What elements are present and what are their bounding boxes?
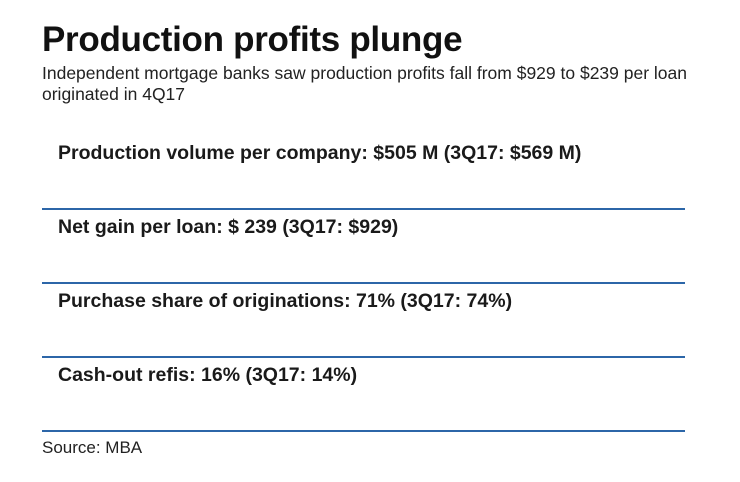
stat-row-cash-out-refis: Cash-out refis: 16% (3Q17: 14%) bbox=[42, 360, 685, 432]
stat-net-gain: Net gain per loan: $ 239 (3Q17: $929) bbox=[58, 216, 399, 238]
source-note: Source: MBA bbox=[42, 438, 143, 457]
stat-row-purchase-share: Purchase share of originations: 71% (3Q1… bbox=[42, 286, 685, 358]
stat-production-volume: Production volume per company: $505 M (3… bbox=[58, 142, 582, 164]
page-title: Production profits plunge bbox=[42, 20, 463, 59]
stat-list: Production volume per company: $505 M (3… bbox=[42, 138, 685, 434]
stat-purchase-share: Purchase share of originations: 71% (3Q1… bbox=[58, 290, 513, 312]
stat-row-net-gain: Net gain per loan: $ 239 (3Q17: $929) bbox=[42, 212, 685, 284]
stat-row-production-volume: Production volume per company: $505 M (3… bbox=[42, 138, 685, 210]
page-subtitle: Independent mortgage banks saw productio… bbox=[42, 63, 687, 104]
stat-cash-out-refis: Cash-out refis: 16% (3Q17: 14%) bbox=[58, 364, 358, 386]
